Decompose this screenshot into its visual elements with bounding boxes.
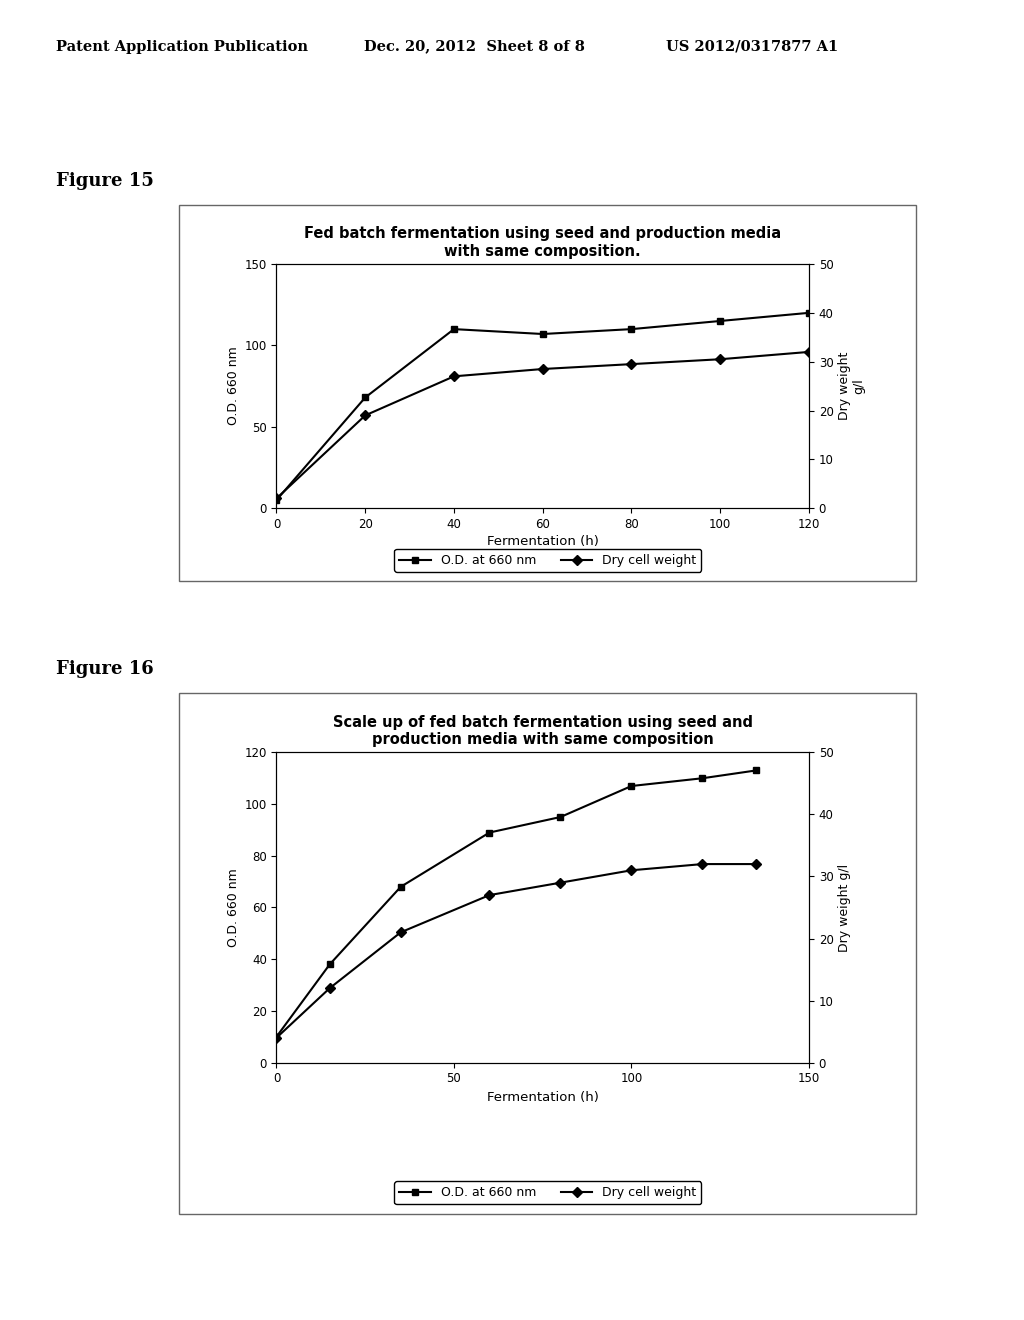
Y-axis label: Dry weight
g/l: Dry weight g/l [838,352,865,420]
Text: Patent Application Publication: Patent Application Publication [56,40,308,54]
Legend: O.D. at 660 nm, Dry cell weight: O.D. at 660 nm, Dry cell weight [394,1181,701,1204]
X-axis label: Fermentation (h): Fermentation (h) [486,1090,599,1104]
Title: Fed batch fermentation using seed and production media
with same composition.: Fed batch fermentation using seed and pr… [304,226,781,259]
Legend: O.D. at 660 nm, Dry cell weight: O.D. at 660 nm, Dry cell weight [394,549,701,572]
Y-axis label: Dry weight g/l: Dry weight g/l [838,863,851,952]
Text: Dec. 20, 2012  Sheet 8 of 8: Dec. 20, 2012 Sheet 8 of 8 [364,40,585,54]
Text: Figure 15: Figure 15 [56,172,155,190]
Text: Figure 16: Figure 16 [56,660,154,678]
X-axis label: Fermentation (h): Fermentation (h) [486,535,599,548]
Title: Scale up of fed batch fermentation using seed and
production media with same com: Scale up of fed batch fermentation using… [333,714,753,747]
Y-axis label: O.D. 660 nm: O.D. 660 nm [227,869,241,946]
Text: US 2012/0317877 A1: US 2012/0317877 A1 [666,40,838,54]
Y-axis label: O.D. 660 nm: O.D. 660 nm [227,347,241,425]
